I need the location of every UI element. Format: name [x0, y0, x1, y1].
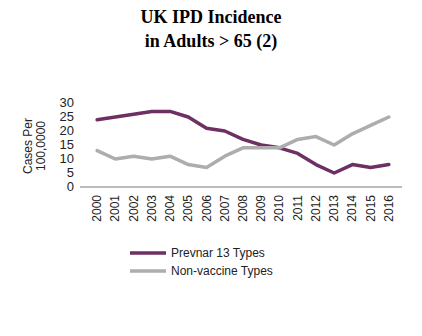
y-axis-label: Cases Per100,0000: [21, 118, 48, 174]
y-tick-label: 15: [60, 137, 74, 152]
x-tick-label: 2012: [309, 195, 323, 222]
chart-svg: UK IPD Incidence in Adults > 65 (2) Cases …: [0, 0, 422, 336]
y-tick-label: 20: [60, 123, 74, 138]
x-tick-label: 2004: [163, 195, 177, 222]
x-tick-label: 2003: [145, 195, 159, 222]
x-tick-label: 2013: [327, 195, 341, 222]
x-tick-label: 2014: [345, 195, 359, 222]
x-axis-line: [80, 186, 402, 188]
plot-area: [97, 111, 389, 173]
x-tick-label: 2002: [127, 195, 141, 222]
x-tick-label: 2007: [218, 195, 232, 222]
y-tick-label: 10: [60, 151, 74, 166]
series-line: [97, 117, 389, 167]
y-tick-label: 30: [60, 95, 74, 110]
x-tick-label: 2011: [291, 195, 305, 221]
y-axis-line: [80, 103, 81, 187]
series-line: [97, 111, 389, 173]
legend-label: Prevnar 13 Types: [171, 246, 265, 260]
x-tick-label: 2000: [90, 195, 104, 222]
x-tick-label: 2006: [200, 195, 214, 222]
y-axis-label-line: 100,0000: [34, 121, 48, 171]
subtitle: in Adults > 65 (2): [145, 31, 277, 52]
x-tick-label: 2015: [364, 195, 378, 222]
y-axis-label-line: Cases Per: [21, 118, 35, 174]
y-tick-label: 25: [60, 109, 74, 124]
x-tick-label: 2009: [254, 195, 268, 222]
x-tick-label: 2001: [108, 195, 122, 222]
x-tick-label: 2008: [236, 195, 250, 222]
y-tick-label: 5: [67, 165, 74, 180]
legend-swatch: [130, 251, 166, 255]
x-tick-label: 2005: [181, 195, 195, 222]
x-tick-label: 2010: [272, 195, 286, 222]
legend-label: Non-vaccine Types: [171, 264, 273, 278]
x-tick-label: 2016: [382, 195, 396, 222]
legend-swatch: [130, 269, 166, 273]
title: UK IPD Incidence: [141, 7, 282, 27]
y-tick-label: 0: [67, 179, 74, 194]
chart-container: UK IPD Incidence in Adults > 65 (2) Cases …: [0, 0, 422, 336]
